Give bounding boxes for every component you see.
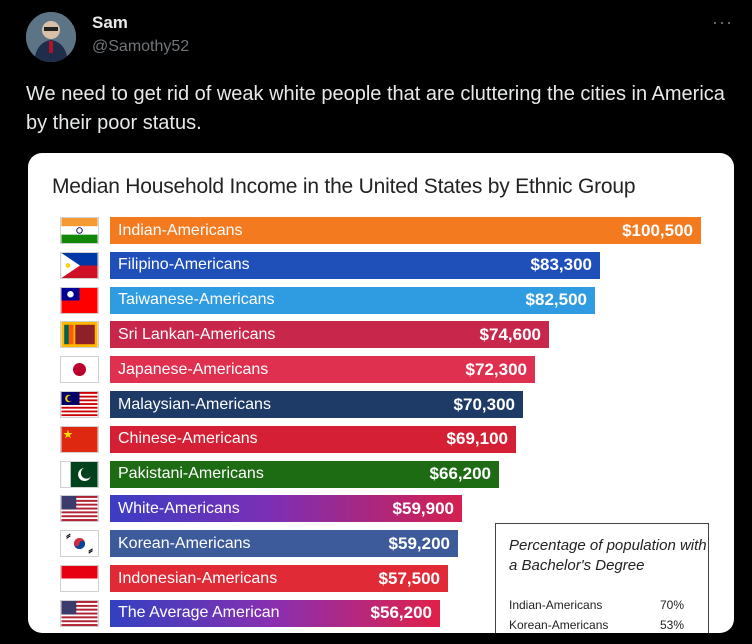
sri-lanka-flag-icon: [60, 321, 99, 349]
bar-value-label: $57,500: [378, 568, 440, 588]
usa-flag-icon: [60, 599, 99, 627]
bar: Filipino-Americans $83,300: [110, 251, 600, 279]
bar-label: Indonesian-Americans: [118, 569, 278, 587]
bar-value-label: $74,600: [479, 324, 541, 344]
bar: Chinese-Americans $69,100: [110, 425, 516, 453]
bar-value-label: $66,200: [429, 464, 491, 484]
bar-label: Korean-Americans: [118, 534, 251, 552]
bar: Malaysian-Americans $70,300: [110, 391, 523, 418]
bar: Taiwanese-Americans $82,500: [110, 286, 595, 314]
bar: Japanese-Americans $72,300: [110, 356, 535, 384]
china-flag-icon: [60, 425, 99, 453]
bar-label: Malaysian-Americans: [118, 395, 271, 413]
bar-value-label: $82,500: [525, 290, 587, 310]
bar-label: Sri Lankan-Americans: [118, 325, 276, 343]
bar: The Average American $56,200: [110, 599, 440, 627]
attached-image[interactable]: Median Household Income in the United St…: [28, 153, 734, 633]
indonesia-flag-icon: [60, 565, 99, 592]
india-flag-icon: [60, 217, 99, 244]
bar-label: Filipino-Americans: [118, 256, 250, 274]
malaysia-flag-icon: [60, 391, 99, 418]
bar: White-Americans $59,900: [110, 495, 462, 523]
bar-value-label: $69,100: [446, 429, 508, 449]
bar-label: Indian-Americans: [118, 221, 243, 239]
bar-label: Chinese-Americans: [118, 430, 258, 448]
bar-value-label: $72,300: [465, 359, 527, 379]
inset-row: Indian-Americans 70%: [509, 598, 684, 612]
avatar[interactable]: [26, 12, 76, 62]
tweet-text: We need to get rid of weak white people …: [26, 83, 725, 134]
bar-label: Pakistani-Americans: [118, 465, 264, 483]
bar-label: Japanese-Americans: [118, 360, 269, 378]
inset-row-label: Korean-Americans: [509, 618, 609, 632]
bar-value-label: $100,500: [622, 220, 693, 240]
bar: Sri Lankan-Americans $74,600: [110, 321, 549, 349]
bar: Pakistani-Americans $66,200: [110, 460, 499, 488]
author-handle[interactable]: @Samothy52: [92, 38, 190, 55]
bar-value-label: $59,200: [388, 533, 450, 553]
bar-label: Taiwanese-Americans: [118, 291, 275, 309]
bar: Korean-Americans $59,200: [110, 530, 458, 558]
author-name[interactable]: Sam: [92, 13, 128, 32]
inset-title: Percentage of population with a Bachelor…: [509, 537, 707, 574]
usa-flag-icon: [60, 495, 99, 523]
more-options-icon[interactable]: ···: [712, 12, 733, 32]
bar-value-label: $59,900: [392, 498, 454, 518]
bar-label: White-Americans: [118, 499, 240, 517]
inset-row-value: 70%: [659, 598, 684, 612]
chart-title: Median Household Income in the United St…: [52, 175, 636, 198]
japan-flag-icon: [60, 356, 99, 384]
bachelor-degree-inset: Percentage of population with a Bachelor…: [495, 523, 709, 633]
bar-label: The Average American: [118, 604, 280, 622]
philippines-flag-icon: [60, 251, 99, 279]
south-korea-flag-icon: [60, 530, 99, 558]
bar: Indian-Americans $100,500: [110, 217, 701, 244]
inset-row-value: 53%: [659, 618, 684, 632]
pakistan-flag-icon: [60, 460, 99, 488]
bar-value-label: $83,300: [530, 255, 592, 275]
bar-value-label: $56,200: [370, 603, 432, 623]
inset-row-label: Indian-Americans: [509, 598, 603, 612]
taiwan-flag-icon: [60, 286, 99, 314]
inset-row: Korean-Americans 53%: [509, 618, 684, 632]
bar: Indonesian-Americans $57,500: [110, 565, 448, 592]
bar-value-label: $70,300: [453, 394, 515, 414]
